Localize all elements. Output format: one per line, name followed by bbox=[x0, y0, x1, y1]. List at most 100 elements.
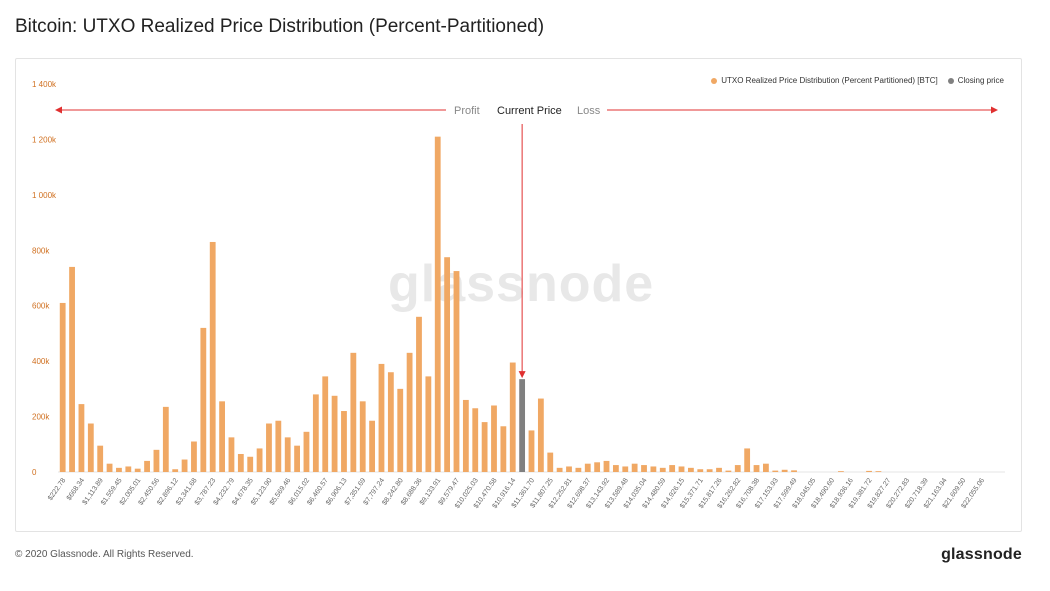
bar[interactable] bbox=[678, 466, 685, 472]
profit-arrowhead bbox=[55, 106, 62, 114]
bar[interactable] bbox=[387, 372, 394, 472]
bar[interactable] bbox=[350, 352, 357, 472]
y-tick-label: 800k bbox=[32, 246, 50, 255]
bar[interactable] bbox=[369, 420, 376, 472]
bar[interactable] bbox=[716, 467, 722, 472]
chart-title: Bitcoin: UTXO Realized Price Distributio… bbox=[15, 16, 545, 37]
bar[interactable] bbox=[134, 468, 141, 472]
bar[interactable] bbox=[191, 441, 197, 472]
bar[interactable] bbox=[509, 362, 516, 472]
bar[interactable] bbox=[275, 420, 282, 472]
legend-dot-closing-price bbox=[947, 77, 954, 84]
y-tick-label: 0 bbox=[32, 468, 37, 477]
bar[interactable] bbox=[669, 465, 676, 472]
bar[interactable] bbox=[78, 404, 85, 472]
bar[interactable] bbox=[725, 470, 732, 472]
bar[interactable] bbox=[744, 448, 751, 472]
bar[interactable] bbox=[378, 363, 385, 472]
bar[interactable] bbox=[303, 431, 310, 472]
bar[interactable] bbox=[425, 376, 432, 472]
bar[interactable] bbox=[162, 406, 169, 472]
bar[interactable] bbox=[331, 395, 338, 472]
bar[interactable] bbox=[650, 466, 657, 472]
bar[interactable] bbox=[312, 394, 319, 472]
legend: UTXO Realized Price Distribution (Percen… bbox=[711, 76, 1004, 85]
bar[interactable] bbox=[87, 423, 94, 473]
bar[interactable] bbox=[444, 257, 451, 472]
bar[interactable] bbox=[838, 471, 844, 472]
bar[interactable] bbox=[575, 467, 582, 472]
bar[interactable] bbox=[341, 411, 347, 472]
bar[interactable] bbox=[97, 445, 104, 472]
y-tick-label: 1 000k bbox=[32, 191, 57, 200]
bar[interactable] bbox=[772, 470, 779, 472]
x-tick-label: $222.78 bbox=[47, 477, 67, 502]
bar[interactable] bbox=[256, 448, 263, 472]
bar[interactable] bbox=[228, 437, 235, 472]
bar[interactable] bbox=[462, 399, 469, 472]
glassnode-logo[interactable]: glassnode bbox=[941, 546, 1022, 563]
bar[interactable] bbox=[209, 241, 216, 472]
bar[interactable] bbox=[791, 470, 797, 472]
bar[interactable] bbox=[612, 465, 619, 472]
bar[interactable] bbox=[153, 449, 160, 472]
current-price-bar[interactable] bbox=[519, 379, 526, 472]
bar[interactable] bbox=[547, 452, 554, 472]
bar[interactable] bbox=[706, 469, 713, 472]
bar[interactable] bbox=[734, 465, 741, 472]
bar[interactable] bbox=[659, 467, 666, 472]
bars-group bbox=[59, 136, 882, 473]
y-tick-label: 1 200k bbox=[32, 135, 57, 144]
bar[interactable] bbox=[481, 422, 488, 472]
bar[interactable] bbox=[397, 388, 404, 472]
bar[interactable] bbox=[500, 426, 507, 472]
bar[interactable] bbox=[763, 463, 769, 472]
bar[interactable] bbox=[266, 423, 272, 473]
loss-label: Loss bbox=[577, 105, 601, 117]
bar[interactable] bbox=[69, 266, 75, 472]
bar[interactable] bbox=[359, 401, 366, 472]
bar[interactable] bbox=[247, 456, 254, 472]
bar[interactable] bbox=[294, 445, 300, 472]
bar[interactable] bbox=[322, 376, 329, 472]
bar[interactable] bbox=[566, 466, 572, 472]
bar[interactable] bbox=[59, 302, 66, 472]
y-axis: 0 200k 400k 600k 800k 1 000k 1 200k 1 400k bbox=[32, 80, 1005, 477]
bar[interactable] bbox=[697, 469, 704, 472]
bar[interactable] bbox=[181, 459, 188, 472]
bar[interactable] bbox=[472, 408, 479, 472]
bar[interactable] bbox=[237, 453, 244, 472]
bar[interactable] bbox=[116, 467, 122, 472]
bar[interactable] bbox=[416, 316, 422, 472]
bar[interactable] bbox=[781, 469, 788, 472]
bar[interactable] bbox=[603, 460, 610, 472]
bar[interactable] bbox=[556, 467, 563, 472]
copyright: © 2020 Glassnode. All Rights Reserved. bbox=[15, 549, 194, 560]
legend-item-utxo[interactable]: UTXO Realized Price Distribution (Percen… bbox=[711, 76, 938, 85]
bar[interactable] bbox=[172, 469, 179, 472]
legend-item-closing-price[interactable]: Closing price bbox=[947, 76, 1004, 85]
bar[interactable] bbox=[753, 465, 760, 472]
bar[interactable] bbox=[866, 470, 872, 472]
bar[interactable] bbox=[584, 463, 591, 472]
bar[interactable] bbox=[537, 398, 544, 472]
bar[interactable] bbox=[687, 467, 694, 472]
bar[interactable] bbox=[106, 463, 113, 472]
bar[interactable] bbox=[641, 465, 647, 472]
bar[interactable] bbox=[594, 462, 601, 472]
bar[interactable] bbox=[219, 401, 225, 472]
bar[interactable] bbox=[434, 136, 441, 472]
bar[interactable] bbox=[406, 352, 413, 472]
bar[interactable] bbox=[453, 271, 460, 472]
bar[interactable] bbox=[200, 327, 207, 472]
bar[interactable] bbox=[125, 466, 132, 472]
bar[interactable] bbox=[622, 466, 629, 472]
legend-dot-utxo bbox=[711, 77, 718, 84]
bar[interactable] bbox=[631, 463, 638, 472]
bar[interactable] bbox=[875, 471, 882, 472]
x-tick-label: $668.34 bbox=[66, 477, 86, 502]
bar[interactable] bbox=[491, 405, 497, 472]
bar[interactable] bbox=[528, 430, 535, 472]
bar[interactable] bbox=[284, 437, 291, 472]
bar[interactable] bbox=[144, 460, 150, 472]
